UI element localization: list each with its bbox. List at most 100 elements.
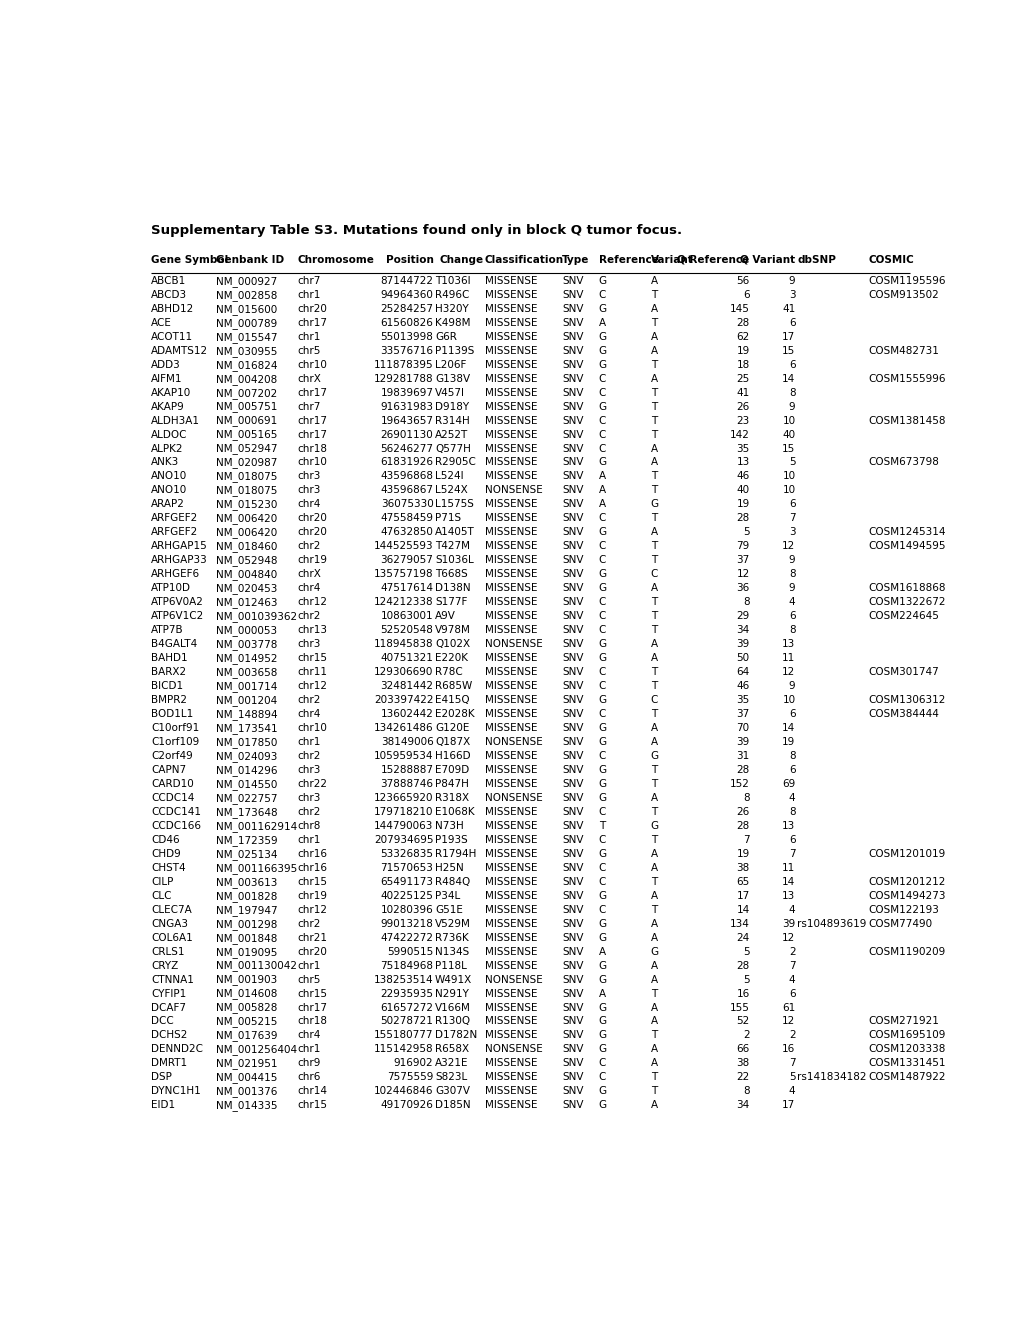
Text: CAPN7: CAPN7 [151, 764, 186, 775]
Text: ACE: ACE [151, 318, 172, 327]
Text: MISSENSE: MISSENSE [484, 751, 537, 760]
Text: NM_022757: NM_022757 [216, 793, 277, 804]
Text: A321E: A321E [434, 1059, 468, 1068]
Text: COSM1618868: COSM1618868 [867, 583, 945, 593]
Text: C: C [598, 709, 605, 719]
Text: G307V: G307V [434, 1086, 470, 1097]
Text: chr21: chr21 [298, 933, 327, 942]
Text: G: G [598, 849, 606, 859]
Text: NM_018460: NM_018460 [216, 541, 277, 552]
Text: ARFGEF2: ARFGEF2 [151, 528, 199, 537]
Text: Reference: Reference [598, 255, 658, 265]
Text: C: C [598, 416, 605, 425]
Text: SNV: SNV [561, 499, 583, 510]
Text: A: A [598, 486, 605, 495]
Text: MISSENSE: MISSENSE [484, 304, 537, 314]
Text: N73H: N73H [434, 821, 464, 830]
Text: T: T [650, 1086, 656, 1097]
Text: COSMIC: COSMIC [867, 255, 913, 265]
Text: SNV: SNV [561, 528, 583, 537]
Text: chr10: chr10 [298, 359, 327, 370]
Text: 2: 2 [788, 1031, 795, 1040]
Text: NM_021951: NM_021951 [216, 1059, 277, 1069]
Text: CCDC14: CCDC14 [151, 793, 195, 803]
Text: A: A [650, 583, 657, 593]
Text: NM_017639: NM_017639 [216, 1031, 277, 1041]
Text: SNV: SNV [561, 331, 583, 342]
Text: CYFIP1: CYFIP1 [151, 989, 186, 998]
Text: 7: 7 [788, 961, 795, 970]
Text: 69: 69 [782, 779, 795, 789]
Text: SNV: SNV [561, 471, 583, 482]
Text: 155: 155 [729, 1002, 749, 1012]
Text: MISSENSE: MISSENSE [484, 904, 537, 915]
Text: 9: 9 [788, 583, 795, 593]
Text: MISSENSE: MISSENSE [484, 416, 537, 425]
Text: 34: 34 [736, 1101, 749, 1110]
Text: A: A [650, 346, 657, 355]
Text: G: G [650, 946, 658, 957]
Text: chr20: chr20 [298, 513, 327, 523]
Text: SNV: SNV [561, 513, 583, 523]
Text: SNV: SNV [561, 793, 583, 803]
Text: A: A [650, 723, 657, 733]
Text: C: C [598, 904, 605, 915]
Text: G: G [598, 458, 606, 467]
Text: 118945838: 118945838 [373, 639, 433, 649]
Text: MISSENSE: MISSENSE [484, 807, 537, 817]
Text: A1405T: A1405T [434, 528, 474, 537]
Text: NONSENSE: NONSENSE [484, 793, 542, 803]
Text: 10863001: 10863001 [380, 611, 433, 622]
Text: 23: 23 [736, 416, 749, 425]
Text: 144790063: 144790063 [374, 821, 433, 830]
Text: 3: 3 [788, 290, 795, 300]
Text: 43596868: 43596868 [380, 471, 433, 482]
Text: 2: 2 [742, 1031, 749, 1040]
Text: 5: 5 [788, 458, 795, 467]
Text: 36279057: 36279057 [380, 556, 433, 565]
Text: A: A [650, 653, 657, 663]
Text: N134S: N134S [434, 946, 469, 957]
Text: chr15: chr15 [298, 876, 327, 887]
Text: 75184968: 75184968 [380, 961, 433, 970]
Text: R736K: R736K [434, 933, 469, 942]
Text: T: T [650, 626, 656, 635]
Text: SNV: SNV [561, 876, 583, 887]
Text: CD46: CD46 [151, 834, 179, 845]
Text: L524I: L524I [434, 471, 464, 482]
Text: SNV: SNV [561, 751, 583, 760]
Text: MISSENSE: MISSENSE [484, 541, 537, 552]
Text: SNV: SNV [561, 290, 583, 300]
Text: A: A [598, 499, 605, 510]
Text: A: A [598, 989, 605, 998]
Text: Genbank ID: Genbank ID [216, 255, 284, 265]
Text: T: T [650, 611, 656, 622]
Text: G: G [598, 696, 606, 705]
Text: A: A [650, 793, 657, 803]
Text: chr7: chr7 [298, 401, 321, 412]
Text: C1orf109: C1orf109 [151, 737, 200, 747]
Text: C: C [598, 290, 605, 300]
Text: SNV: SNV [561, 834, 583, 845]
Text: C: C [598, 863, 605, 873]
Text: MISSENSE: MISSENSE [484, 346, 537, 355]
Text: MISSENSE: MISSENSE [484, 626, 537, 635]
Text: 9: 9 [788, 681, 795, 692]
Text: chr12: chr12 [298, 597, 327, 607]
Text: 47632850: 47632850 [380, 528, 433, 537]
Text: EID1: EID1 [151, 1101, 175, 1110]
Text: W491X: W491X [434, 974, 472, 985]
Text: 152: 152 [729, 779, 749, 789]
Text: 7: 7 [788, 513, 795, 523]
Text: 37888746: 37888746 [380, 779, 433, 789]
Text: chr3: chr3 [298, 793, 321, 803]
Text: T427M: T427M [434, 541, 470, 552]
Text: chr4: chr4 [298, 1031, 321, 1040]
Text: AKAP10: AKAP10 [151, 388, 192, 397]
Text: D138N: D138N [434, 583, 470, 593]
Text: 12: 12 [782, 933, 795, 942]
Text: NM_004415: NM_004415 [216, 1072, 277, 1084]
Text: P193S: P193S [434, 834, 468, 845]
Text: SNV: SNV [561, 1044, 583, 1055]
Text: MISSENSE: MISSENSE [484, 863, 537, 873]
